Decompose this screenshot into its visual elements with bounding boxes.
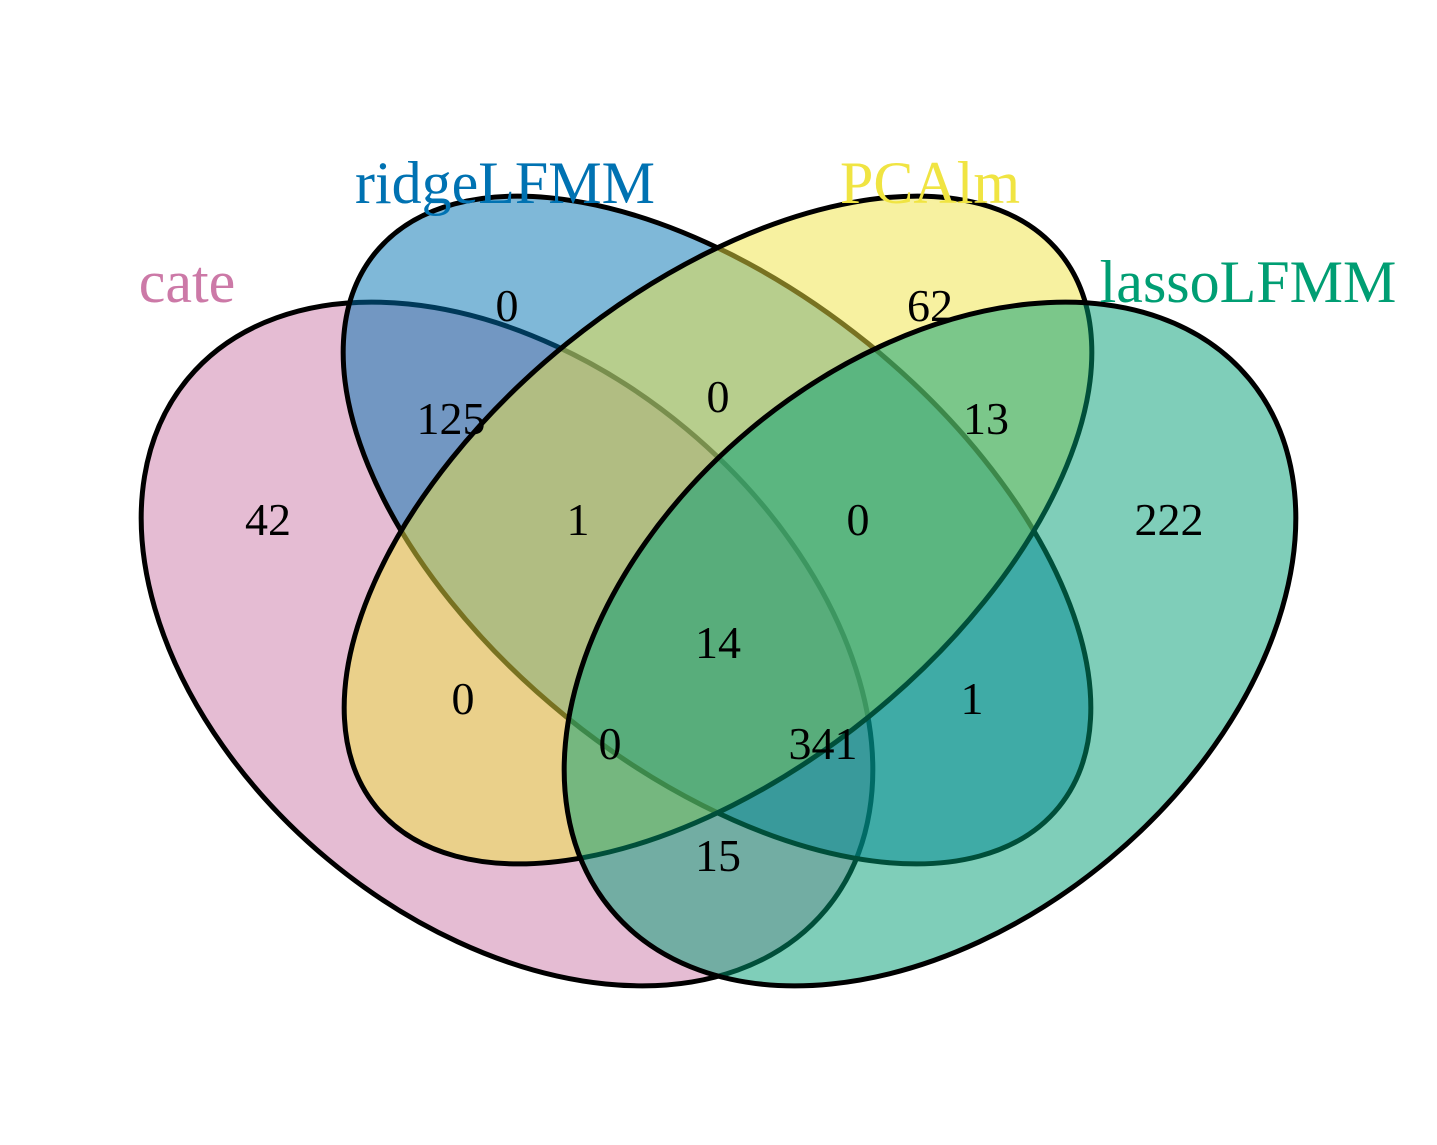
count-cate-ridgeLFMM-lassoLFMM: 341: [789, 718, 858, 769]
set-label-lassoLFMM: lassoLFMM: [1100, 249, 1397, 315]
count-cate-lassoLFMM: 15: [695, 830, 741, 881]
count-ridgeLFMM-lassoLFMM: 1: [961, 673, 984, 724]
count-ridgeLFMM-PCAlm: 0: [707, 371, 730, 422]
count-lassoLFMM-only: 222: [1135, 494, 1204, 545]
ellipse-lassoLFMM: [561, 299, 1299, 989]
count-ridgeLFMM-only: 0: [496, 280, 519, 331]
count-cate-ridgeLFMM-PCAlm: 1: [567, 494, 590, 545]
count-cate-PCAlm: 0: [452, 673, 475, 724]
count-PCAlm-only: 62: [907, 280, 953, 331]
count-cate-ridgeLFMM: 125: [417, 393, 486, 444]
set-ellipses: [138, 193, 1299, 989]
set-labels: cate ridgeLFMM PCAlm lassoLFMM: [139, 150, 1397, 315]
count-cate-PCAlm-lassoLFMM: 0: [599, 718, 622, 769]
count-PCAlm-lassoLFMM: 13: [963, 393, 1009, 444]
region-counts: 42 0 62 222 125 0 13 1 0 14 0 1 0 341 15: [245, 280, 1204, 881]
count-cate-only: 42: [245, 494, 291, 545]
count-all-four: 14: [695, 617, 741, 668]
set-label-cate: cate: [139, 249, 236, 315]
set-label-ridgeLFMM: ridgeLFMM: [355, 150, 655, 216]
set-label-PCAlm: PCAlm: [840, 150, 1020, 216]
count-ridgeLFMM-PCAlm-lassoLFMM: 0: [847, 494, 870, 545]
